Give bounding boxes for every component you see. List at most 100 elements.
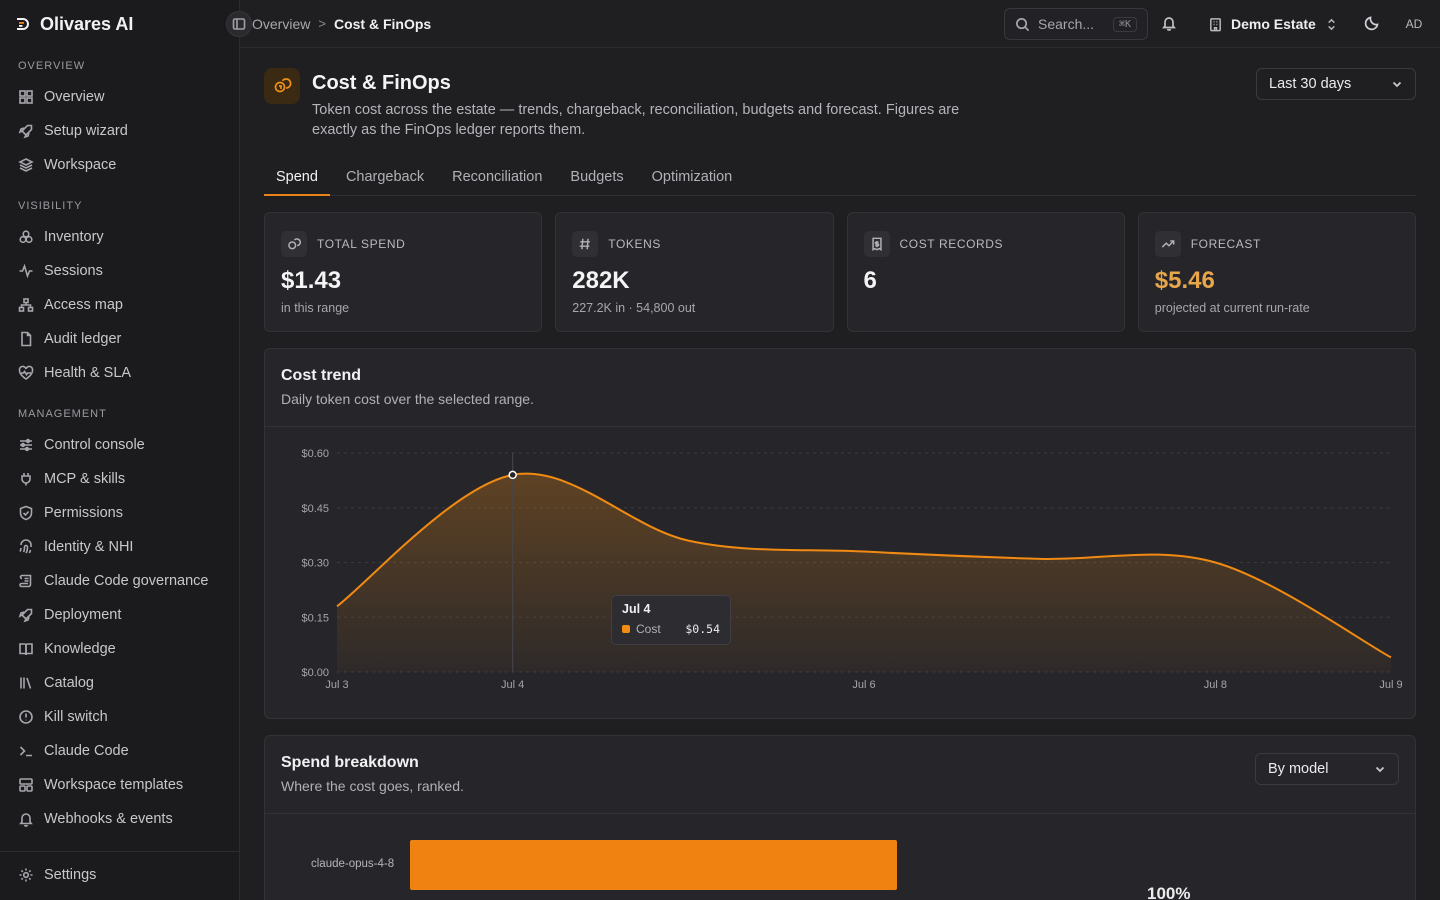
sidebar-item-label: Health & SLA	[44, 365, 132, 381]
sidebar-item-settings[interactable]: Settings	[0, 858, 239, 892]
sidebar-item-label: Settings	[44, 867, 97, 883]
chevron-down-icon	[1375, 766, 1385, 773]
breadcrumb-current: Cost & FinOps	[333, 15, 432, 32]
sidebar-item-workspace[interactable]: Workspace	[0, 148, 239, 182]
sidebar-item-audit-ledger[interactable]: Audit ledger	[0, 322, 239, 356]
sidebar-item-catalog[interactable]: Catalog	[0, 666, 239, 700]
kpi-card-cost-records: COST RECORDS 6	[846, 212, 1125, 332]
sidebar-item-health-sla[interactable]: Health & SLA	[0, 356, 239, 390]
tab-chargeback[interactable]: Chargeback	[345, 169, 425, 185]
network-icon	[18, 298, 34, 312]
grid-icon	[19, 90, 33, 104]
sidebar-item-kill-switch[interactable]: Kill switch	[0, 700, 239, 734]
breadcrumb-separator: >	[318, 16, 326, 31]
layers-icon	[18, 158, 34, 172]
data-point	[508, 470, 517, 480]
scroll-icon	[19, 574, 32, 588]
panel-toggle-button[interactable]	[226, 11, 252, 37]
tab-optimization[interactable]: Optimization	[651, 169, 733, 185]
kpi-subtext: 227.2K in · 54,800 out	[572, 301, 696, 315]
sidebar-item-identity-nhi[interactable]: Identity & NHI	[0, 530, 239, 564]
sidebar-item-label: Knowledge	[44, 641, 116, 657]
sidebar-item-permissions[interactable]: Permissions	[0, 496, 239, 530]
kpi-card-total-spend: TOTAL SPEND $1.43 in this range	[264, 212, 543, 332]
breakdown-bar[interactable]	[410, 840, 897, 890]
moon-icon	[1364, 16, 1379, 31]
tooltip-series: Cost	[636, 622, 661, 636]
kpi-card-tokens: TOKENS 282K 227.2K in · 54,800 out	[555, 212, 834, 332]
theme-toggle-button[interactable]	[1364, 15, 1380, 34]
file-icon	[21, 331, 32, 347]
sidebar-item-setup-wizard[interactable]: Setup wizard	[0, 114, 239, 148]
trending-up-icon	[1154, 231, 1181, 257]
chevrons-up-down-icon	[1327, 18, 1335, 30]
sidebar-item-inventory[interactable]: Inventory	[0, 220, 239, 254]
notifications-button[interactable]	[1161, 15, 1177, 34]
sidebar-item-mcp-skills[interactable]: MCP & skills	[0, 462, 239, 496]
coins-icon	[281, 231, 307, 257]
sidebar-item-workspace-templates[interactable]: Workspace templates	[0, 768, 239, 802]
sidebar-item-sessions[interactable]: Sessions	[0, 254, 239, 288]
hash-icon	[572, 231, 599, 257]
sidebar-item-label: Webhooks & events	[44, 811, 173, 827]
tab-spend[interactable]: Spend	[264, 159, 330, 196]
sidebar-item-label: Control console	[44, 437, 145, 453]
sidebar-item-claude-code-governance[interactable]: Claude Code governance	[0, 564, 239, 598]
spend-breakdown-card: Spend breakdown Where the cost goes, ran…	[264, 735, 1416, 900]
sidebar-item-access-map[interactable]: Access map	[0, 288, 239, 322]
book-icon	[19, 643, 33, 656]
activity-icon	[19, 263, 33, 279]
sidebar-item-label: Permissions	[44, 505, 123, 521]
bar-label: claude-opus-4-8	[311, 858, 395, 870]
tab-budgets[interactable]: Budgets	[570, 169, 624, 185]
breadcrumb: Overview > Cost & FinOps	[252, 16, 431, 32]
sliders-icon	[20, 438, 32, 452]
card-header: Cost trend Daily token cost over the sel…	[265, 349, 1415, 427]
card-subtitle: Where the cost goes, ranked.	[281, 778, 464, 794]
gear-icon	[19, 868, 33, 882]
logo-icon	[17, 18, 29, 30]
sidebar-item-label: Catalog	[44, 675, 94, 691]
sidebar-item-webhooks-events[interactable]: Webhooks & events	[0, 802, 239, 836]
sidebar-item-label: Kill switch	[44, 709, 108, 725]
y-tick-label: $0.30	[301, 558, 329, 570]
kpi-row: TOTAL SPEND $1.43 in this range TOKENS 2…	[264, 212, 1416, 332]
breadcrumb-parent[interactable]: Overview	[252, 15, 311, 32]
x-tick-label: Jul 6	[852, 679, 875, 691]
sidebar-item-claude-code[interactable]: Claude Code	[0, 734, 239, 768]
page-description: Token cost across the estate — trends, c…	[312, 102, 960, 138]
area-fill	[337, 473, 1391, 672]
breakdown-group-select[interactable]: By model	[1255, 753, 1399, 785]
x-tick-label: Jul 4	[501, 679, 524, 691]
kpi-value: 6	[863, 267, 877, 294]
kpi-value: 282K	[572, 267, 630, 294]
search-icon	[1016, 17, 1030, 31]
rocket-icon	[18, 124, 33, 139]
avatar[interactable]: AD	[1405, 17, 1423, 31]
tab-reconciliation[interactable]: Reconciliation	[452, 169, 543, 185]
divider	[0, 851, 239, 852]
sidebar-item-control-console[interactable]: Control console	[0, 428, 239, 462]
layout-icon	[19, 778, 33, 792]
nav-section: OVERVIEW Overview Setup wizard Workspace	[0, 56, 239, 182]
sidebar-item-label: Setup wizard	[44, 123, 128, 139]
kpi-label: TOTAL SPEND	[317, 237, 406, 251]
rocket-icon	[18, 608, 33, 623]
y-tick-label: $0.45	[301, 503, 329, 515]
brand[interactable]: Olivares AI	[0, 0, 239, 48]
estate-switcher[interactable]: Demo Estate	[1208, 8, 1339, 40]
search-placeholder: Search...	[1038, 16, 1095, 32]
kpi-label: FORECAST	[1190, 237, 1261, 251]
sidebar-item-deployment[interactable]: Deployment	[0, 598, 239, 632]
date-range-select[interactable]: Last 30 days	[1256, 68, 1416, 100]
tab-bar: Spend Chargeback Reconciliation Budgets Opti…	[264, 148, 1416, 196]
sidebar-item-overview[interactable]: Overview	[0, 80, 239, 114]
cost-trend-chart[interactable]: $0.00 $0.15 $0.30 $0.45 $0.60 Jul 3 Jul 4 Jul 6…	[265, 427, 1415, 719]
sidebar-item-knowledge[interactable]: Knowledge	[0, 632, 239, 666]
page-title: Cost & FinOps	[312, 72, 451, 94]
cost-trend-card: Cost trend Daily token cost over the sel…	[264, 348, 1416, 719]
search-input[interactable]: Search... ⌘K	[1004, 8, 1148, 40]
section-label: OVERVIEW	[18, 60, 86, 72]
section-label: VISIBILITY	[18, 200, 83, 212]
kpi-value: $5.46	[1154, 267, 1215, 294]
